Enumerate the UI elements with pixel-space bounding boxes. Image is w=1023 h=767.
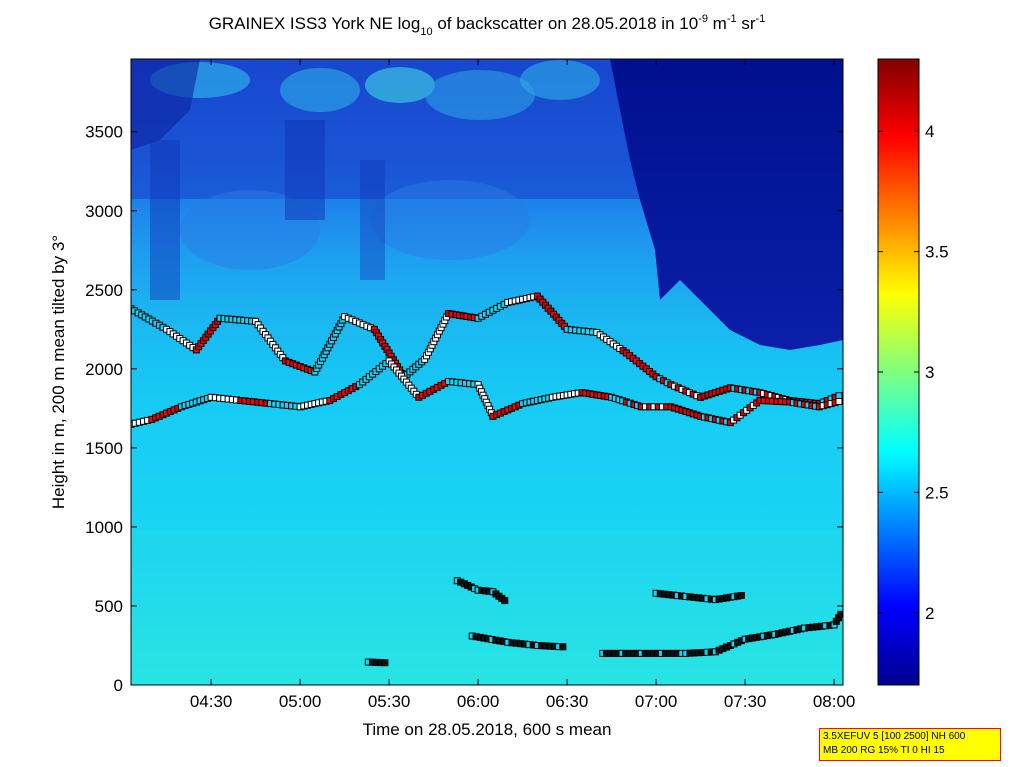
x-tick-label: 07:30: [724, 692, 767, 711]
x-tick-label: 05:30: [368, 692, 411, 711]
layer-marker: [737, 592, 745, 599]
layer-middle_layer: [131, 357, 843, 428]
layer-nocturnal_layer: [468, 632, 567, 651]
y-axis: 0 500 1000 1500 2000 2500 3000 3500: [85, 123, 843, 695]
layer-marker: [559, 643, 567, 651]
y-tick-label: 1500: [85, 439, 123, 458]
layer-marker: [837, 610, 843, 618]
x-tick-label: 05:00: [279, 692, 322, 711]
x-tick-label: 08:00: [813, 692, 856, 711]
settings-note-line2: MB 200 RG 15% TI 0 HI 15: [823, 745, 945, 756]
layer-marker: [835, 392, 843, 400]
y-tick-label: 2500: [85, 281, 123, 300]
layer-markers: [131, 292, 843, 667]
layer-marker: [501, 597, 509, 605]
x-tick-label: 04:30: [190, 692, 233, 711]
y-tick-label: 1000: [85, 518, 123, 537]
colorbar-tick-label: 2.5: [925, 483, 949, 502]
settings-note-line1: 3.5XEFUV 5 [100 2500] NH 600: [823, 731, 966, 742]
plot-area: [131, 59, 843, 685]
layer-marker: [381, 659, 389, 667]
y-tick-label: 3500: [85, 123, 123, 142]
colorbar-ticks: 2 2.5 3 3.5 4: [878, 122, 949, 623]
y-tick-label: 500: [95, 597, 123, 616]
colorbar-tick-label: 3: [925, 363, 934, 382]
chart-title: GRAINEX ISS3 York NE log10 of backscatte…: [209, 13, 766, 38]
x-tick-label: 06:00: [457, 692, 500, 711]
y-tick-label: 2000: [85, 360, 123, 379]
settings-note: 3.5XEFUV 5 [100 2500] NH 600 MB 200 RG 1…: [819, 728, 1001, 761]
colorbar-tick-label: 2: [925, 604, 934, 623]
layer-marker: [835, 398, 843, 405]
clear-air-region: [610, 59, 843, 350]
x-tick-label: 07:00: [635, 692, 678, 711]
layer-residual_layer: [453, 577, 509, 605]
colorbar-tick-label: 4: [925, 122, 934, 141]
layer-lowest_layer: [364, 658, 389, 667]
x-tick-label: 06:30: [546, 692, 589, 711]
colorbar: [877, 58, 920, 686]
y-axis-label: Height in m, 200 m mean tilted by 3°: [49, 235, 68, 509]
colorbar-tick-label: 3.5: [925, 243, 949, 262]
y-tick-label: 0: [114, 676, 123, 695]
layer-evening_layer: [652, 589, 745, 604]
y-tick-label: 3000: [85, 202, 123, 221]
plot-frame: [130, 58, 844, 686]
x-axis-label: Time on 28.05.2018, 600 s mean: [363, 720, 612, 739]
layer-surface_layer: [599, 610, 843, 657]
x-axis: 04:30 05:00 05:30 06:00 06:30 07:00 07:30 08:00: [190, 59, 856, 711]
